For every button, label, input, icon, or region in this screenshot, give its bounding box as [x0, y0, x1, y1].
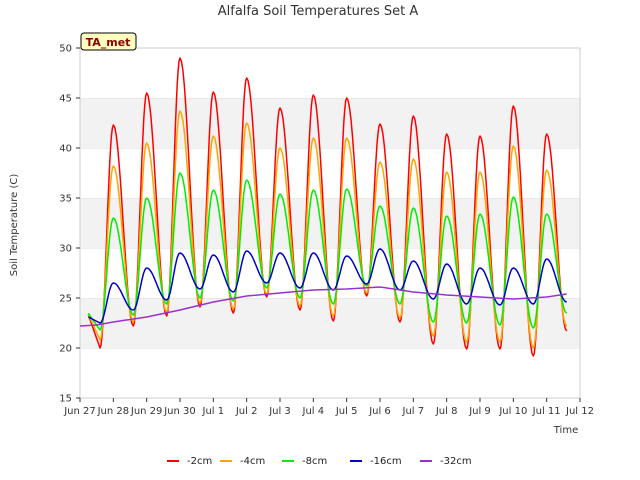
x-tick-label: Jul 3	[268, 406, 291, 417]
site-label-box	[80, 32, 137, 51]
y-axis-title: Soil Temperature (C)	[9, 174, 20, 277]
y-tick-label: 40	[59, 144, 72, 155]
x-tick-label: Jun 30	[163, 406, 196, 417]
x-axis-title: Time	[553, 425, 578, 436]
site-label-text: TA_met	[86, 36, 131, 49]
x-tick-label: Jul 9	[468, 406, 491, 417]
chart-title: Alfalfa Soil Temperatures Set A	[218, 4, 419, 19]
x-tick-label: Jul 1	[202, 406, 225, 417]
grid-band	[80, 148, 580, 198]
y-tick-label: 45	[59, 94, 72, 105]
series-line-m8cm	[87, 172, 568, 331]
series-lines	[79, 57, 568, 357]
series-line-m4cm	[87, 110, 568, 349]
x-tick-label: Jul 6	[368, 406, 391, 417]
y-tick-label: 20	[59, 344, 72, 355]
grid-band	[80, 198, 580, 248]
x-tick-label: Jul 8	[435, 406, 458, 417]
x-tick-label: Jun 27	[63, 406, 96, 417]
legend-label: -8cm	[302, 456, 327, 467]
grid-band	[80, 48, 580, 98]
x-tick-label: Jun 29	[130, 406, 163, 417]
x-tick-label: Jul 4	[302, 406, 325, 417]
x-tick-label: Jul 5	[335, 406, 358, 417]
y-tick-label: 30	[59, 244, 72, 255]
x-axis: Jun 27 Jun 28 Jun 29 Jun 30 Jul 1 Jul 2 Jul 3 J…	[63, 398, 594, 417]
y-tick-label: 15	[59, 394, 72, 405]
x-tick-label: Jul 2	[235, 406, 258, 417]
legend-label: -32cm	[440, 456, 472, 467]
site-label: TA_met	[80, 32, 137, 51]
legend: -2cm -4cm -8cm -16cm -32cm	[167, 456, 472, 467]
x-tick-label: Jul 10	[498, 406, 527, 417]
grid-bands	[80, 47, 580, 398]
y-tick-label: 25	[59, 294, 72, 305]
x-tick-label: Jul 11	[532, 406, 561, 417]
x-tick-label: Jun 28	[97, 406, 130, 417]
series-line-m2cm	[87, 57, 568, 357]
x-tick-label: Jul 7	[402, 406, 425, 417]
x-tick-label: Jul 12	[565, 406, 594, 417]
series-line-m32cm	[79, 286, 567, 327]
legend-label: -4cm	[240, 456, 265, 467]
grid-band	[80, 98, 580, 148]
y-axis: 15 20 25 30 35 40 45 50	[59, 44, 80, 405]
plot-frame	[79, 47, 581, 399]
y-tick-label: 35	[59, 194, 72, 205]
y-tick-label: 50	[59, 44, 72, 55]
grid-band	[80, 348, 580, 398]
legend-label: -2cm	[187, 456, 212, 467]
legend-label: -16cm	[370, 456, 402, 467]
